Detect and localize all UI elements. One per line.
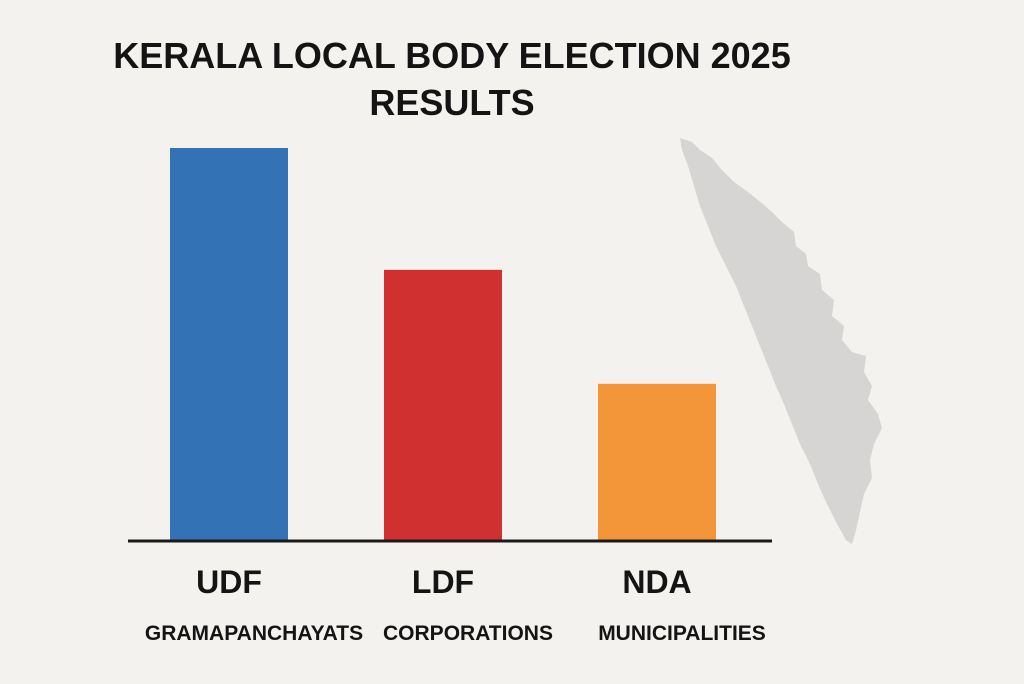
chart-title-line-2: RESULTS (369, 82, 534, 123)
kerala-map-icon (680, 138, 882, 544)
category-sublabel-nda: MUNICIPALITIES (598, 622, 766, 645)
category-sublabel-udf: GRAMAPANCHAYATS (145, 622, 363, 645)
bars-group (170, 148, 716, 541)
category-labels-group: UDF GRAMAPANCHAYATS LDF CORPORATIONS NDA MUNI… (145, 564, 766, 645)
category-label-udf: UDF (196, 564, 262, 600)
bar-nda (598, 383, 716, 541)
category-label-nda: NDA (622, 564, 691, 600)
category-label-ldf: LDF (412, 564, 474, 600)
chart-title-line-1: KERALA LOCAL BODY ELECTION 2025 (113, 35, 790, 76)
bar-ldf (384, 269, 502, 541)
bar-udf (170, 148, 288, 541)
category-sublabel-ldf: CORPORATIONS (383, 622, 553, 645)
